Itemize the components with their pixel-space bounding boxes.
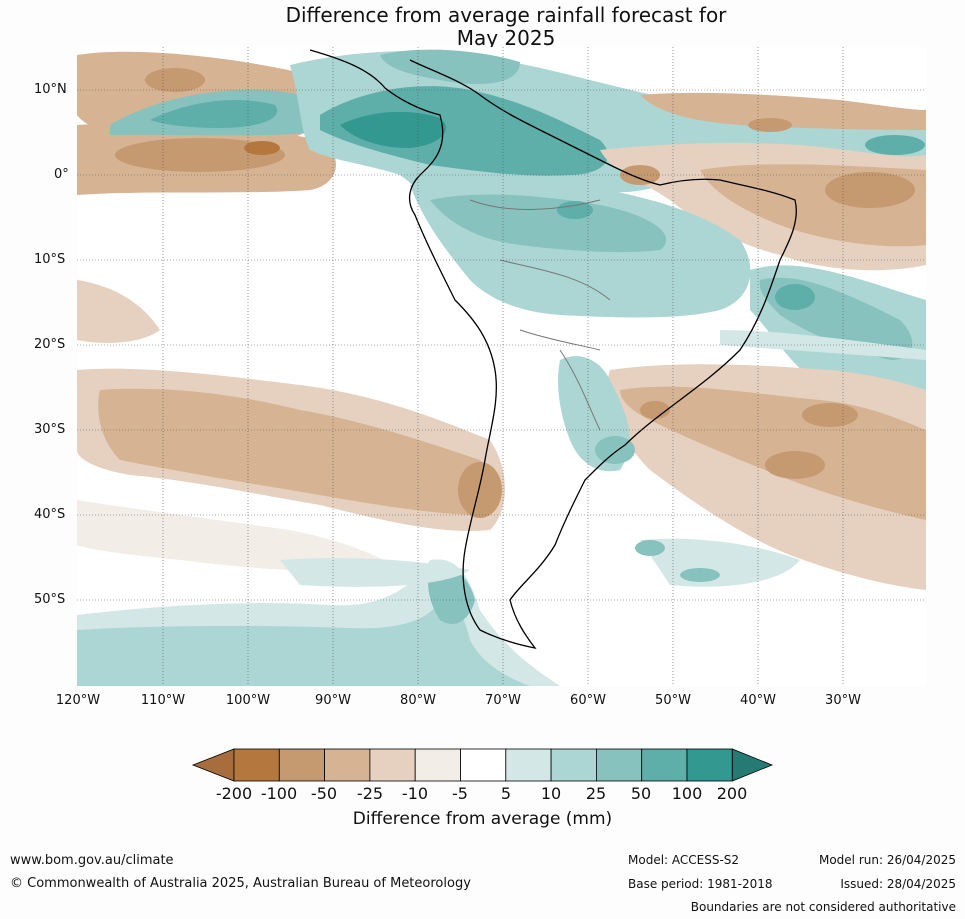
lon-label-70w: 70°W: [485, 693, 521, 708]
footer-issued: Issued: 28/04/2025: [840, 877, 956, 891]
footer-model: Model: ACCESS-S2: [628, 853, 740, 867]
lat-label-20s: 20°S: [34, 337, 66, 352]
footer-website: www.bom.gov.au/climate: [10, 853, 174, 868]
lon-label-90w: 90°W: [315, 693, 351, 708]
title-line-1: Difference from average rainfall forecas…: [285, 3, 727, 27]
colorbar-segment: [460, 748, 507, 782]
footer-model-run: Model run: 26/04/2025: [818, 853, 956, 867]
colorbar: [191, 748, 774, 782]
map-title: Difference from average rainfall forecas…: [0, 4, 965, 50]
colorbar-segment: [278, 748, 325, 782]
colorbar-tick: 5: [500, 784, 512, 803]
lon-label-50w: 50°W: [655, 693, 691, 708]
lon-label-100w: 100°W: [225, 693, 271, 708]
colorbar-segment: [641, 748, 688, 782]
colorbar-tick: 50: [630, 784, 652, 803]
lon-label-60w: 60°W: [570, 693, 606, 708]
colorbar-segment: [550, 748, 597, 782]
colorbar-tick: -100: [260, 784, 298, 803]
lat-label-40s: 40°S: [34, 507, 66, 522]
colorbar-arrow-high: [731, 748, 774, 782]
colorbar-segment: [324, 748, 371, 782]
colorbar-segment: [369, 748, 416, 782]
lat-label-10s: 10°S: [34, 252, 66, 267]
colorbar-tick: -25: [356, 784, 384, 803]
colorbar-tick: -5: [452, 784, 468, 803]
lon-label-30w: 30°W: [825, 693, 861, 708]
colorbar-label: Difference from average (mm): [352, 809, 613, 829]
footer-disclaimer: Boundaries are not considered authoritat…: [690, 900, 956, 914]
colorbar-segment: [414, 748, 461, 782]
colorbar-tick: 25: [585, 784, 607, 803]
colorbar-arrow-low: [191, 748, 235, 782]
lat-label-0: 0°: [54, 167, 69, 182]
colorbar-segment: [686, 748, 733, 782]
lat-label-50s: 50°S: [34, 592, 66, 607]
title-line-2: May 2025: [456, 26, 556, 50]
lat-label-10n: 10°N: [34, 82, 67, 97]
colorbar-tick: 200: [716, 784, 748, 803]
colorbar-tick: -50: [310, 784, 338, 803]
colorbar-segment: [233, 748, 280, 782]
colorbar-tick: -10: [401, 784, 429, 803]
map-field: [77, 47, 926, 686]
footer-copyright: © Commonwealth of Australia 2025, Austra…: [10, 876, 471, 891]
colorbar-segment: [596, 748, 643, 782]
lon-label-120w: 120°W: [55, 693, 101, 708]
lon-label-80w: 80°W: [400, 693, 436, 708]
lon-label-110w: 110°W: [140, 693, 186, 708]
colorbar-tick: -200: [215, 784, 253, 803]
lat-label-30s: 30°S: [34, 422, 66, 437]
footer-base-period: Base period: 1981-2018: [628, 877, 773, 891]
colorbar-tick: 100: [671, 784, 703, 803]
lon-label-40w: 40°W: [740, 693, 776, 708]
colorbar-tick: 10: [540, 784, 562, 803]
colorbar-segment: [505, 748, 552, 782]
